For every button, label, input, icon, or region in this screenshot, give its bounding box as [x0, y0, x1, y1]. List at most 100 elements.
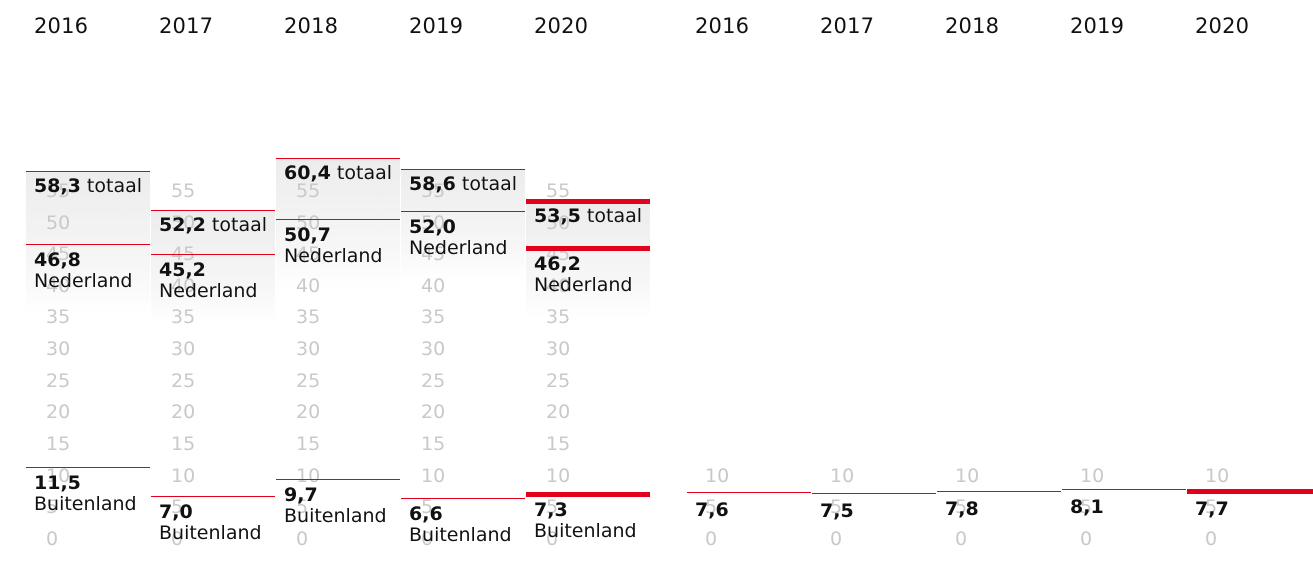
- nederland-value-label: 46,8 Nederland: [34, 248, 133, 293]
- totaal-shade: [151, 209, 275, 324]
- y-tick: 15: [546, 433, 571, 456]
- nederland-value-label: 46,2 Nederland: [534, 252, 633, 296]
- totaal-value-label: 52,2 totaal: [159, 213, 268, 236]
- nederland-value-label: 50,7 Nederland: [284, 224, 383, 268]
- y-tick: 55: [171, 179, 196, 202]
- nederland-line: [26, 243, 150, 245]
- y-tick: 50: [546, 211, 571, 234]
- totaal-line: [276, 157, 400, 159]
- value-label: 7,7: [1195, 498, 1229, 521]
- totaal-value-label: 53,5 totaal: [534, 205, 643, 228]
- y-tick: 0: [296, 528, 309, 550]
- buitenland-value-label: 9,7 Buitenland: [284, 483, 387, 527]
- year-label: 2018: [284, 14, 339, 38]
- y-tick: 25: [421, 369, 446, 392]
- nederland-line: [276, 219, 400, 221]
- buitenland-value-label: 11,5 Buitenland: [34, 472, 137, 516]
- totaal-value-label: 58,6 totaal: [409, 173, 518, 196]
- y-tick: 10: [1205, 464, 1230, 487]
- value-line: [1187, 489, 1313, 495]
- year-label: 2016: [695, 14, 750, 38]
- y-tick: 0: [46, 528, 59, 550]
- y-tick: 15: [296, 433, 321, 456]
- totaal-shade: [526, 201, 650, 318]
- totaal-value-label: 60,4 totaal: [284, 161, 393, 184]
- y-tick: 15: [171, 433, 196, 456]
- value-label: 8,1: [1070, 495, 1104, 518]
- buitenland-line: [401, 498, 525, 500]
- y-tick: 50: [46, 211, 71, 234]
- y-tick: 45: [296, 243, 321, 266]
- y-tick: 20: [46, 401, 71, 424]
- y-tick: 0: [546, 528, 559, 550]
- buitenland-value-label: 7,3 Buitenland: [534, 498, 637, 543]
- totaal-line: [526, 199, 650, 205]
- y-tick: 10: [830, 464, 855, 487]
- y-tick: 10: [421, 464, 446, 487]
- y-tick: 0: [1205, 528, 1218, 550]
- buitenland-line: [151, 495, 275, 497]
- y-tick: 15: [46, 433, 71, 456]
- y-tick: 35: [171, 306, 196, 329]
- y-tick: 35: [46, 306, 71, 329]
- buitenland-value-label: 7,0 Buitenland: [159, 500, 262, 544]
- y-tick: 35: [296, 306, 321, 329]
- value-line: [937, 490, 1061, 492]
- y-tick: 55: [46, 179, 71, 202]
- year-label: 2017: [159, 14, 214, 38]
- buitenland-value-label: 6,6 Buitenland: [409, 503, 512, 547]
- y-tick: 25: [171, 369, 196, 392]
- y-tick: 5: [955, 496, 968, 519]
- y-tick: 30: [421, 338, 446, 361]
- totaal-shade: [276, 157, 400, 290]
- y-tick: 5: [171, 496, 184, 519]
- y-tick: 5: [1205, 496, 1218, 519]
- nederland-line: [151, 253, 275, 255]
- totaal-line: [26, 170, 150, 172]
- y-tick: 20: [171, 401, 196, 424]
- y-tick: 5: [830, 496, 843, 519]
- totaal-shade: [401, 169, 525, 281]
- y-tick: 30: [171, 338, 196, 361]
- value-label: 7,8: [945, 497, 979, 520]
- y-tick: 45: [421, 243, 446, 266]
- y-tick: 5: [1080, 496, 1093, 519]
- value-line: [687, 491, 811, 493]
- y-tick: 20: [296, 401, 321, 424]
- value-line: [812, 492, 936, 494]
- y-tick: 10: [46, 464, 71, 487]
- year-label: 2020: [1195, 14, 1250, 38]
- y-tick: 55: [296, 179, 321, 202]
- buitenland-line: [26, 467, 150, 469]
- y-tick: 10: [296, 464, 321, 487]
- value-line: [1062, 488, 1186, 490]
- y-tick: 5: [46, 496, 59, 519]
- y-tick: 40: [546, 274, 571, 297]
- y-tick: 5: [546, 496, 559, 519]
- y-tick: 0: [705, 528, 718, 550]
- y-tick: 40: [421, 274, 446, 297]
- y-tick: 30: [296, 338, 321, 361]
- year-label: 2018: [945, 14, 1000, 38]
- totaal-value-label: 58,3 totaal: [34, 174, 143, 197]
- nederland-line: [526, 245, 650, 251]
- y-tick: 55: [421, 179, 446, 202]
- y-tick: 10: [955, 464, 980, 487]
- y-tick: 55: [546, 179, 571, 202]
- y-tick: 10: [1080, 464, 1105, 487]
- buitenland-line: [526, 491, 650, 497]
- y-tick: 0: [171, 528, 184, 550]
- totaal-shade: [26, 170, 150, 314]
- y-tick: 35: [546, 306, 571, 329]
- y-tick: 50: [171, 211, 196, 234]
- value-label: 7,5: [820, 499, 854, 522]
- y-tick: 40: [46, 274, 71, 297]
- y-tick: 20: [421, 401, 446, 424]
- y-tick: 5: [296, 496, 309, 519]
- y-tick: 15: [421, 433, 446, 456]
- y-tick: 20: [546, 401, 571, 424]
- y-tick: 0: [830, 528, 843, 550]
- y-tick: 30: [46, 338, 71, 361]
- y-tick: 25: [296, 369, 321, 392]
